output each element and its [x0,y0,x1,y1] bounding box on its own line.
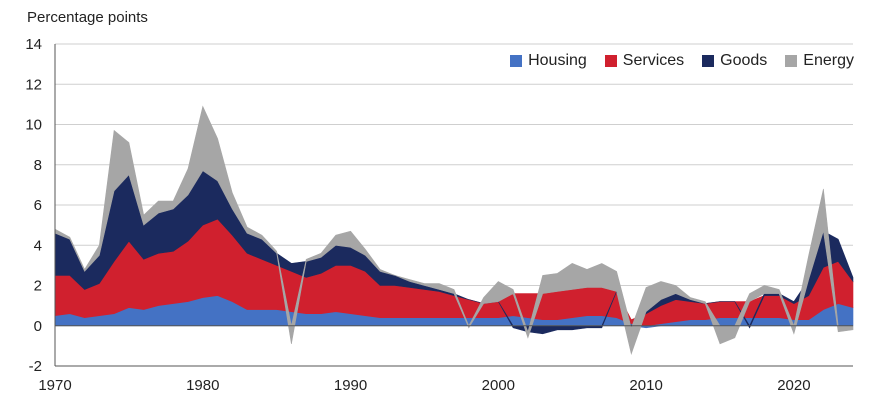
y-tick-label: 4 [34,237,42,254]
y-tick-label: 12 [25,76,42,93]
axis-layer: -2 0 2 4 6 8 10 12 14 1970 1980 1990 2000 2010 2020 [25,36,853,394]
x-tick-label: 2010 [629,377,662,394]
x-tick-label: 2020 [777,377,810,394]
legend-label: Goods [720,52,768,69]
y-tick-label: 0 [34,318,42,335]
legend-swatch [702,55,715,67]
legend-item-housing: Housing [510,52,587,70]
legend-swatch [785,55,798,67]
x-tick-label: 1980 [186,377,219,394]
legend: Housing Services Goods Energy [510,52,854,70]
y-tick-label: -2 [29,358,42,375]
x-tick-label: 1970 [38,377,71,394]
y-axis-label: Percentage points [27,9,148,26]
area-layer [54,105,854,355]
legend-item-goods: Goods [702,52,767,70]
y-tick-label: 2 [34,278,42,295]
legend-item-energy: Energy [785,52,854,70]
y-tick-label: 10 [25,117,42,134]
legend-label: Energy [803,52,854,69]
series-area-energy [54,105,854,355]
y-tick-label: 8 [34,157,42,174]
legend-swatch [510,55,523,67]
legend-item-services: Services [604,52,685,70]
x-tick-label: 2000 [482,377,515,394]
y-tick-label: 6 [34,197,42,214]
legend-label: Housing [528,52,587,69]
legend-swatch [604,55,617,67]
legend-label: Services [622,52,685,69]
x-tick-label: 1990 [334,377,367,394]
y-tick-label: 14 [25,36,42,53]
